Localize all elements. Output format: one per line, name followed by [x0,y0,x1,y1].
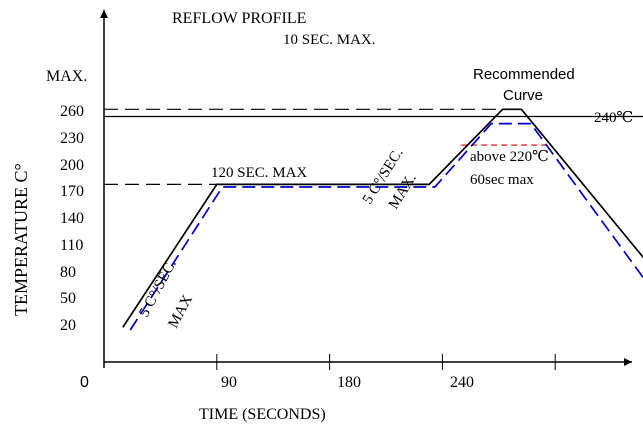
x-axis-label: TIME (SECONDS) [199,406,326,423]
y-tick-label: 140 [60,210,84,227]
reference-lines [104,108,643,185]
x-tick-label: 0 [80,374,89,391]
y-tick-label: 260 [60,103,84,120]
x-tick-label: 180 [337,374,361,391]
annotation-ramp-up-max: MAX [165,292,196,331]
series-line-dashed [129,122,643,331]
series-line-recommended [122,108,643,328]
annotation-above-220c: above 220℃ [470,149,549,165]
annotation-120-sec-max: 120 SEC. MAX [211,165,307,181]
x-tick-marks [216,354,556,370]
y-tick-label: 230 [60,130,84,147]
y-tick-label: 170 [60,183,84,200]
y-tick-label: 110 [60,237,83,254]
y-tick-label: 80 [60,264,76,281]
y-tick-label-max: MAX. [46,68,87,85]
x-tick-label: 240 [450,374,474,391]
x-tick-label: 90 [221,374,237,391]
annotation-curve: Curve [503,87,543,104]
y-tick-label: 50 [60,290,76,307]
y-tick-label: 20 [60,317,76,334]
series-lines [122,108,643,331]
annotation-240c: 240℃ [594,110,633,126]
y-tick-label: 200 [60,157,84,174]
y-axis-label: TEMPERATURE C° [11,163,31,316]
annotation-60sec-max: 60sec max [470,172,534,188]
annotation-recommended: Recommended [473,66,575,83]
annotation-10-sec-max: 10 SEC. MAX. [283,32,376,48]
chart-title: REFLOW PROFILE [172,10,306,27]
